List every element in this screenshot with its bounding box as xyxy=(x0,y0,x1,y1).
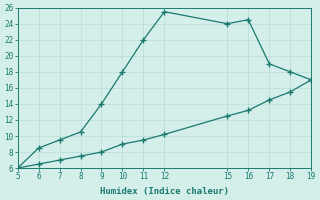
X-axis label: Humidex (Indice chaleur): Humidex (Indice chaleur) xyxy=(100,187,229,196)
